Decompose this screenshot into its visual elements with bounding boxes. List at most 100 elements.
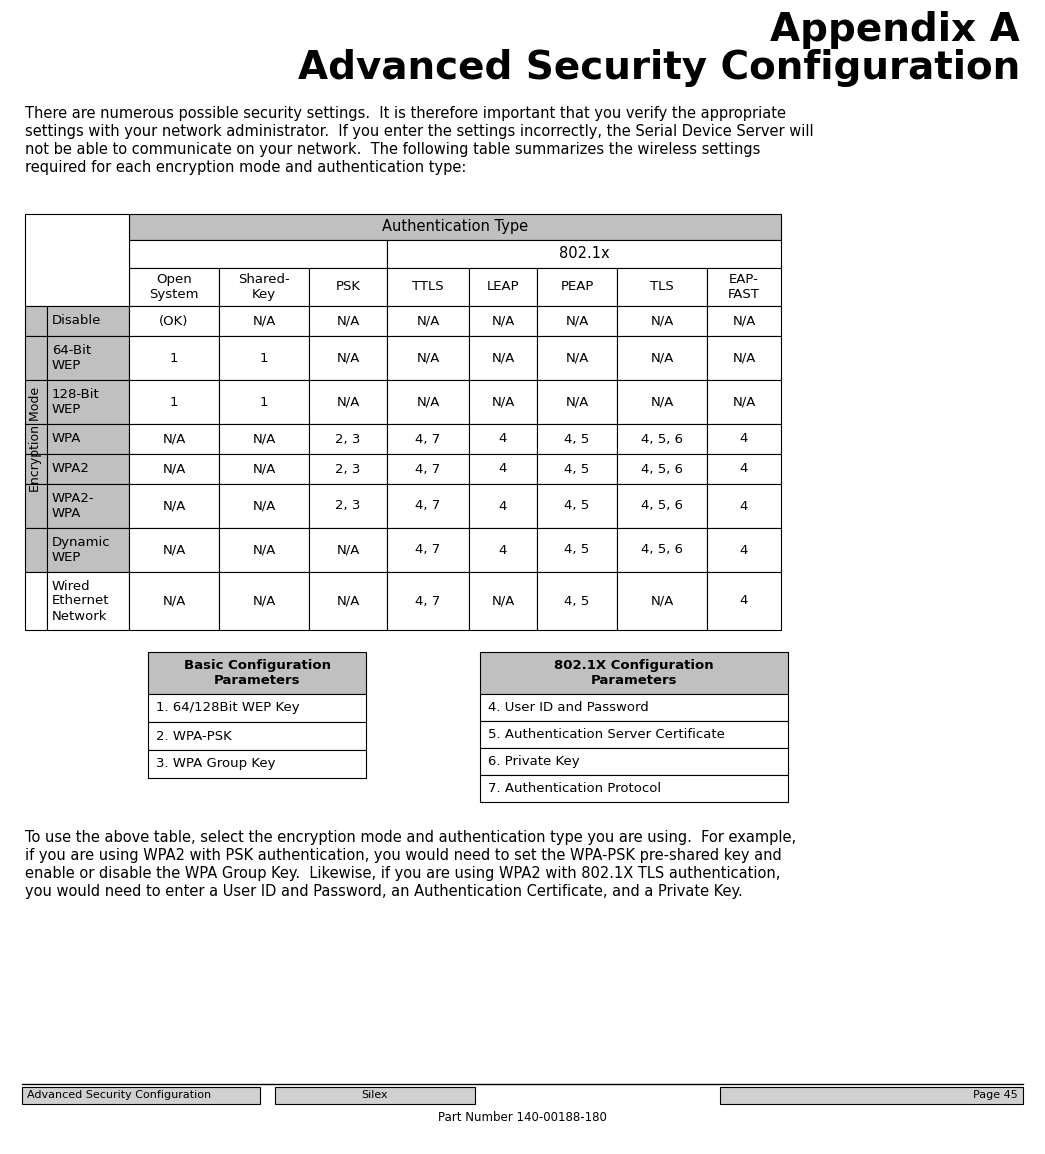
Text: 64-Bit
WEP: 64-Bit WEP [52, 344, 91, 372]
Bar [219, 424, 309, 454]
Bar [707, 572, 781, 630]
Bar [480, 694, 788, 721]
Bar [47, 484, 129, 529]
Text: N/A: N/A [650, 396, 674, 409]
Bar [219, 454, 309, 484]
Text: you would need to enter a User ID and Password, an Authentication Certificate, a: you would need to enter a User ID and Pa… [25, 884, 743, 899]
Text: 4. User ID and Password: 4. User ID and Password [488, 700, 649, 714]
Bar [469, 424, 537, 454]
Bar [129, 268, 219, 306]
Text: 4: 4 [498, 463, 507, 475]
Bar [387, 240, 781, 268]
Bar [537, 424, 617, 454]
Text: N/A: N/A [733, 352, 756, 365]
Bar [309, 380, 387, 424]
Text: 4, 5, 6: 4, 5, 6 [641, 500, 683, 512]
Bar [537, 529, 617, 572]
Bar [469, 336, 537, 380]
Bar [469, 306, 537, 336]
Bar [480, 748, 788, 775]
Text: Disable: Disable [52, 315, 101, 328]
Bar [148, 694, 366, 722]
Text: 1. 64/128Bit WEP Key: 1. 64/128Bit WEP Key [156, 702, 300, 714]
Bar [25, 306, 47, 336]
Text: 4: 4 [498, 500, 507, 512]
Bar [469, 484, 537, 529]
Text: TTLS: TTLS [412, 280, 444, 293]
Bar [129, 380, 219, 424]
Text: N/A: N/A [336, 352, 359, 365]
Text: N/A: N/A [565, 315, 588, 328]
Bar [537, 484, 617, 529]
Text: Shared-
Key: Shared- Key [238, 273, 289, 301]
Text: Advanced Security Configuration: Advanced Security Configuration [298, 48, 1020, 87]
Text: N/A: N/A [162, 500, 186, 512]
Bar [129, 240, 387, 268]
Text: 1: 1 [260, 352, 269, 365]
Bar [47, 572, 129, 630]
Text: enable or disable the WPA Group Key.  Likewise, if you are using WPA2 with 802.1: enable or disable the WPA Group Key. Lik… [25, 866, 781, 881]
Bar [469, 529, 537, 572]
Bar [469, 572, 537, 630]
Bar [617, 268, 707, 306]
Text: 2. WPA-PSK: 2. WPA-PSK [156, 729, 232, 742]
Bar [309, 424, 387, 454]
Bar [129, 424, 219, 454]
Text: 1: 1 [169, 396, 179, 409]
Bar [480, 721, 788, 748]
Text: 4, 5: 4, 5 [564, 544, 589, 556]
Text: settings with your network administrator.  If you enter the settings incorrectly: settings with your network administrator… [25, 123, 814, 138]
Bar [480, 652, 788, 694]
Bar [707, 484, 781, 529]
Bar [219, 572, 309, 630]
Bar [617, 529, 707, 572]
Bar [219, 336, 309, 380]
Bar [148, 652, 366, 694]
Bar [707, 336, 781, 380]
Bar [387, 424, 469, 454]
Bar [537, 454, 617, 484]
Text: Part Number 140-00188-180: Part Number 140-00188-180 [438, 1111, 606, 1124]
Bar [480, 775, 788, 802]
Text: 4, 5: 4, 5 [564, 433, 589, 445]
Bar [707, 306, 781, 336]
Bar [537, 268, 617, 306]
Text: N/A: N/A [491, 352, 515, 365]
Text: N/A: N/A [162, 544, 186, 556]
Bar [387, 336, 469, 380]
Text: N/A: N/A [252, 433, 276, 445]
Text: 4, 5, 6: 4, 5, 6 [641, 544, 683, 556]
Bar [47, 380, 129, 424]
Bar [129, 306, 219, 336]
Text: 4, 7: 4, 7 [415, 594, 441, 607]
Bar [309, 268, 387, 306]
Text: 4: 4 [740, 500, 748, 512]
Text: 2, 3: 2, 3 [335, 463, 361, 475]
Text: Open
System: Open System [149, 273, 199, 301]
Text: N/A: N/A [252, 594, 276, 607]
Text: 1: 1 [169, 352, 179, 365]
Text: Encryption Mode: Encryption Mode [29, 387, 43, 492]
Text: To use the above table, select the encryption mode and authentication type you a: To use the above table, select the encry… [25, 830, 796, 845]
Text: 4, 5: 4, 5 [564, 463, 589, 475]
Bar [707, 454, 781, 484]
Bar [47, 454, 129, 484]
Bar [617, 380, 707, 424]
Bar [617, 572, 707, 630]
Bar [469, 454, 537, 484]
Bar [47, 424, 129, 454]
Bar [707, 380, 781, 424]
Text: WPA2: WPA2 [52, 463, 90, 475]
Bar [617, 484, 707, 529]
Bar [537, 572, 617, 630]
Text: (OK): (OK) [159, 315, 189, 328]
Text: N/A: N/A [252, 500, 276, 512]
Text: N/A: N/A [650, 315, 674, 328]
Text: 4: 4 [740, 544, 748, 556]
Text: 128-Bit
WEP: 128-Bit WEP [52, 388, 99, 415]
Text: 7. Authentication Protocol: 7. Authentication Protocol [488, 782, 661, 795]
Bar [617, 336, 707, 380]
Text: 3. WPA Group Key: 3. WPA Group Key [156, 757, 276, 771]
Text: Appendix A: Appendix A [770, 12, 1020, 48]
Bar [387, 454, 469, 484]
